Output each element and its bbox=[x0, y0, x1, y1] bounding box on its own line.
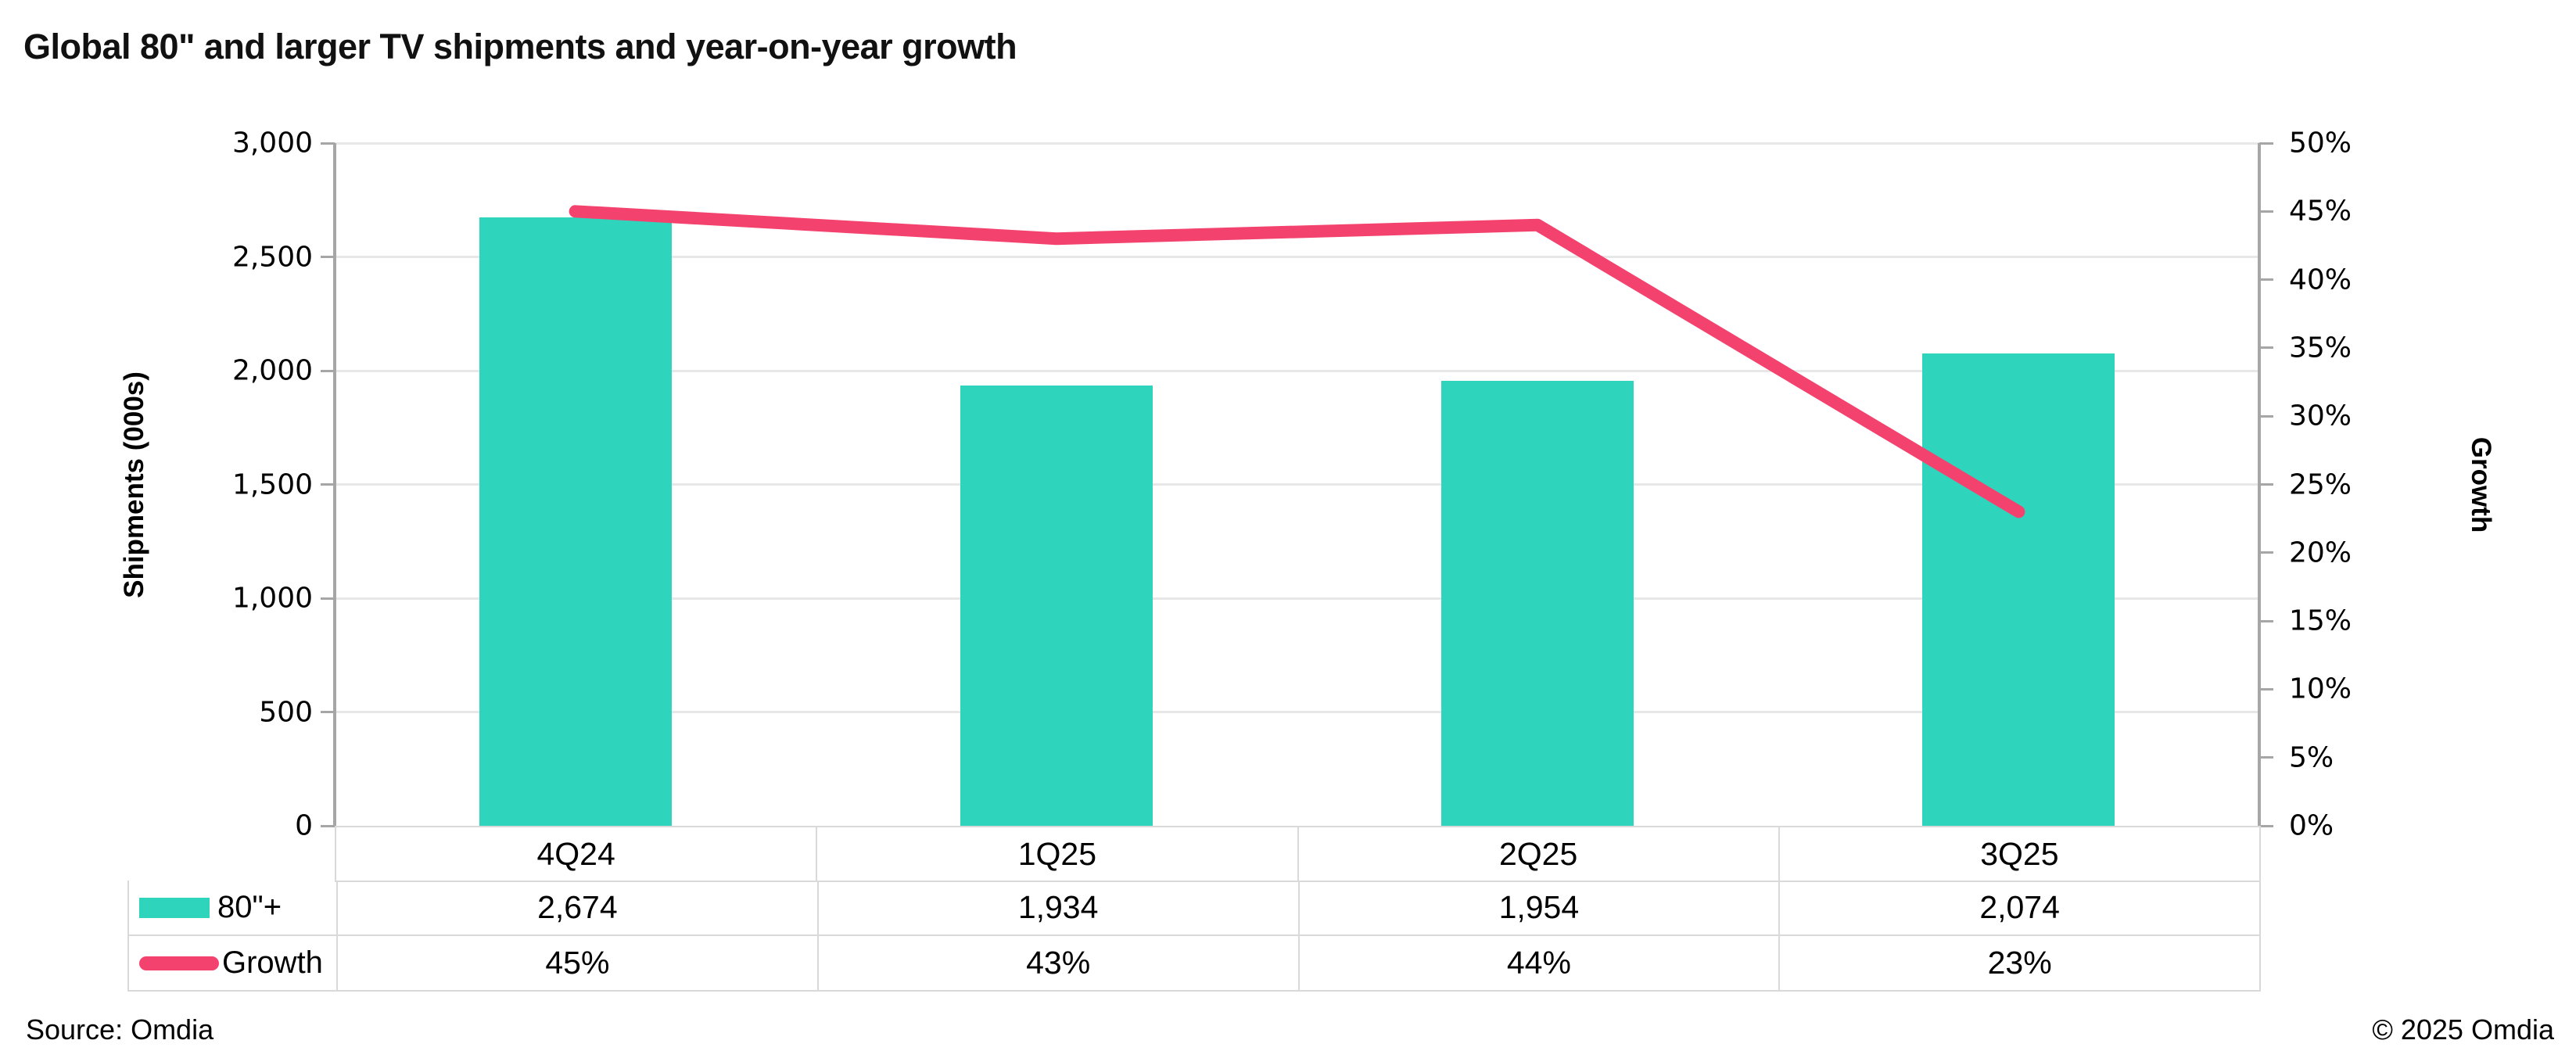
value-cell-Growth-2Q25: 44% bbox=[1297, 936, 1779, 990]
left-tick-label: 0 bbox=[295, 809, 313, 842]
left-tick-label: 2,500 bbox=[231, 241, 313, 273]
legend-label: 80"+ bbox=[217, 890, 282, 924]
bar-2Q25 bbox=[1441, 381, 1634, 826]
left-tick-label: 3,000 bbox=[231, 127, 313, 160]
value-cell-Growth-4Q24: 45% bbox=[336, 936, 817, 990]
source-text: Source: Omdia bbox=[26, 1013, 214, 1046]
gridline bbox=[335, 483, 2259, 486]
gridline bbox=[335, 142, 2259, 145]
right-tick-label: 40% bbox=[2289, 264, 2352, 296]
right-axis-tick bbox=[2259, 756, 2273, 759]
category-cell-3Q25: 3Q25 bbox=[1778, 827, 2259, 881]
left-axis-tick bbox=[321, 711, 335, 713]
table-row-growth: Growth 45% 43% 44% 23% bbox=[129, 934, 2259, 990]
right-axis-tick bbox=[2259, 414, 2273, 418]
right-axis-title: Growth bbox=[2466, 436, 2496, 533]
left-tick-label: 500 bbox=[259, 696, 313, 728]
category-row: 4Q24 1Q25 2Q25 3Q25 bbox=[335, 826, 2261, 882]
right-axis-tick bbox=[2259, 619, 2273, 622]
right-axis-tick bbox=[2259, 824, 2273, 827]
category-cell-4Q24: 4Q24 bbox=[536, 835, 615, 872]
left-axis-tick bbox=[321, 483, 335, 486]
right-axis-tick bbox=[2259, 142, 2273, 145]
right-tick-label: 10% bbox=[2289, 673, 2352, 705]
right-tick-label: 45% bbox=[2289, 195, 2352, 228]
data-table: 80"+ 2,674 1,934 1,954 2,074 Growth 45% 43% 44% 2… bbox=[127, 881, 2261, 992]
legend-label: Growth bbox=[222, 945, 323, 980]
legend-swatch-line-icon bbox=[139, 956, 219, 970]
value-cell-80-1Q25: 1,934 bbox=[816, 881, 1298, 934]
value-cell-Growth-3Q25: 23% bbox=[1778, 936, 2259, 990]
right-axis-tick bbox=[2259, 687, 2273, 691]
right-tick-label: 15% bbox=[2289, 604, 2352, 637]
table-row-shipments: 80"+ 2,674 1,934 1,954 2,074 bbox=[129, 881, 2259, 934]
gridline bbox=[335, 711, 2259, 713]
growth-line bbox=[569, 205, 2025, 518]
left-axis-tick bbox=[321, 369, 335, 372]
right-tick-label: 50% bbox=[2289, 127, 2352, 160]
right-tick-label: 30% bbox=[2289, 400, 2352, 432]
value-cell-Growth-1Q25: 43% bbox=[816, 936, 1298, 990]
left-axis-tick bbox=[321, 256, 335, 258]
right-axis-tick bbox=[2259, 210, 2273, 213]
right-tick-label: 25% bbox=[2289, 468, 2352, 500]
left-axis-tick bbox=[321, 597, 335, 600]
gridline bbox=[335, 597, 2259, 600]
right-axis-tick bbox=[2259, 278, 2273, 282]
legend-swatch-bar-icon bbox=[139, 897, 210, 918]
value-cell-80-2Q25: 1,954 bbox=[1297, 881, 1779, 934]
value-cell-80-3Q25: 2,074 bbox=[1778, 881, 2259, 934]
left-axis-title: Shipments (000s) bbox=[119, 371, 149, 598]
bar-1Q25 bbox=[960, 386, 1153, 826]
left-axis-tick bbox=[321, 824, 335, 827]
gridline bbox=[335, 256, 2259, 258]
right-tick-label: 0% bbox=[2289, 809, 2334, 842]
right-tick-label: 20% bbox=[2289, 536, 2352, 569]
copyright-text: © 2025 Omdia bbox=[2372, 1013, 2554, 1046]
bar-4Q24 bbox=[479, 217, 672, 826]
right-axis-tick bbox=[2259, 346, 2273, 350]
left-axis-tick bbox=[321, 142, 335, 145]
chart-title: Global 80" and larger TV shipments and y… bbox=[23, 27, 1017, 66]
right-axis-tick bbox=[2259, 551, 2273, 554]
right-axis-line bbox=[2258, 143, 2261, 826]
right-tick-label: 5% bbox=[2289, 741, 2334, 774]
left-axis-line bbox=[333, 143, 336, 826]
legend-cell: 80"+ bbox=[129, 881, 336, 934]
category-cell-2Q25: 2Q25 bbox=[1297, 827, 1778, 881]
value-cell-80-4Q24: 2,674 bbox=[336, 881, 817, 934]
gridline bbox=[335, 369, 2259, 372]
bar-3Q25 bbox=[1922, 353, 2115, 826]
right-axis-tick bbox=[2259, 483, 2273, 486]
legend-cell: Growth bbox=[129, 936, 336, 990]
category-cell-1Q25: 1Q25 bbox=[816, 827, 1297, 881]
right-tick-label: 35% bbox=[2289, 332, 2352, 364]
